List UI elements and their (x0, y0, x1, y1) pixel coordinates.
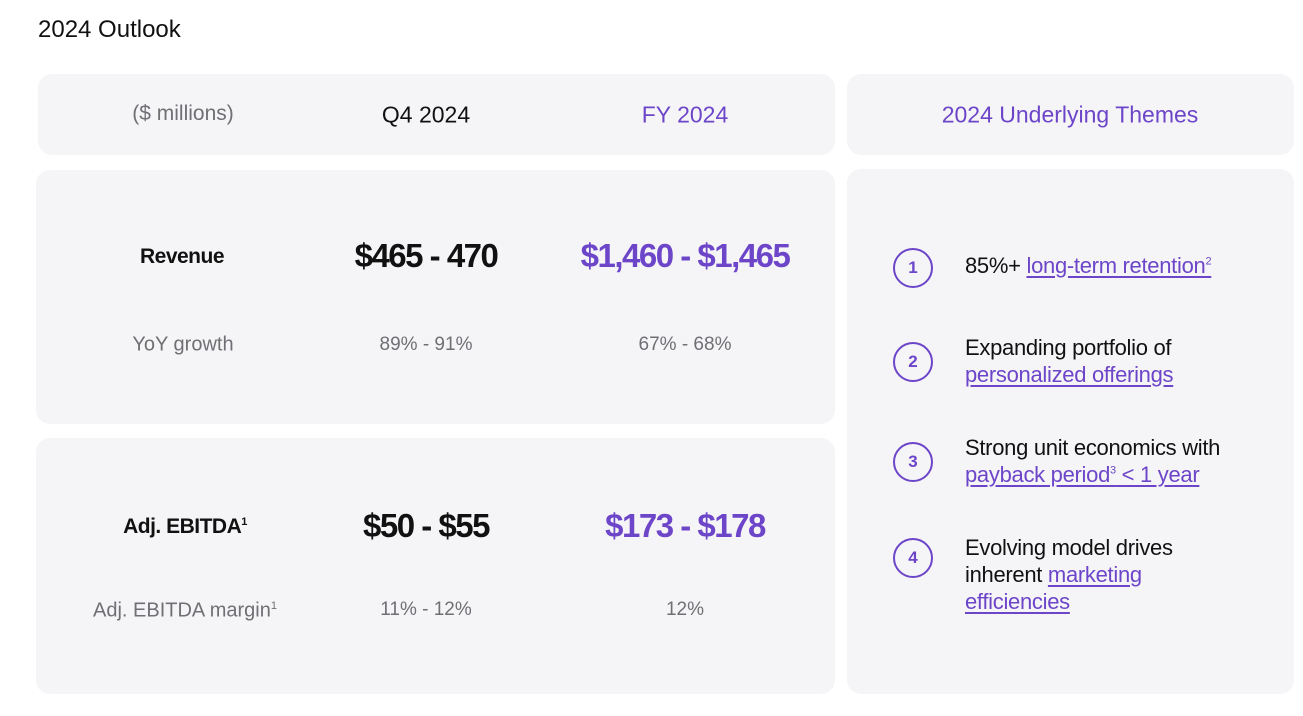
ebitda-margin-label: Adj. EBITDA margin1 (93, 599, 277, 622)
ebitda-fy-value: $173 - $178 (605, 507, 766, 544)
theme-number-badge: 4 (893, 538, 933, 578)
revenue-card (36, 170, 835, 424)
ebitda-card (36, 438, 835, 694)
ebitda-margin-q4-value: 11% - 12% (380, 599, 472, 620)
payback-period-link[interactable]: payback period3 < 1 year (965, 462, 1200, 487)
revenue-q4-value: $465 - 470 (354, 237, 499, 274)
revenue-label: Revenue (139, 245, 225, 268)
efficiencies-link[interactable]: efficiencies (965, 589, 1070, 614)
page-title: 2024 Outlook (38, 16, 181, 43)
marketing-link[interactable]: marketing (1047, 562, 1142, 587)
themes-heading: 2024 Underlying Themes (941, 101, 1199, 128)
yoy-growth-label: YoY growth (132, 333, 234, 356)
yoy-growth-q4-value: 89% - 91% (379, 334, 473, 355)
personalized-offerings-link[interactable]: personalized offerings (965, 362, 1174, 387)
column-header-fy: FY 2024 (641, 101, 729, 128)
ebitda-q4-value: $50 - $55 (363, 507, 490, 544)
footnote-marker: 1 (270, 599, 277, 612)
theme-number-badge: 1 (893, 248, 933, 288)
theme-item-4: Evolving model drives inherent marketing… (965, 535, 1173, 614)
ebitda-margin-fy-value: 12% (665, 599, 705, 620)
theme-item-1: 85%+ long-term retention2 (965, 253, 1212, 278)
theme-number-badge: 3 (893, 442, 933, 482)
revenue-fy-value: $1,460 - $1,465 (580, 237, 791, 274)
theme-item-2: Expanding portfolio of personalized offe… (965, 335, 1174, 387)
theme-number-badge: 2 (893, 342, 933, 382)
units-label: ($ millions) (132, 102, 234, 125)
themes-header-card (847, 74, 1294, 155)
footnote-marker: 1 (241, 516, 247, 528)
theme-item-3: Strong unit economics with payback perio… (965, 435, 1221, 487)
long-term-retention-link[interactable]: long-term retention2 (1026, 253, 1212, 278)
table-header-card (38, 74, 835, 155)
column-header-q4: Q4 2024 (381, 101, 471, 128)
ebitda-label: Adj. EBITDA1 (123, 515, 247, 538)
yoy-growth-fy-value: 67% - 68% (638, 334, 732, 355)
